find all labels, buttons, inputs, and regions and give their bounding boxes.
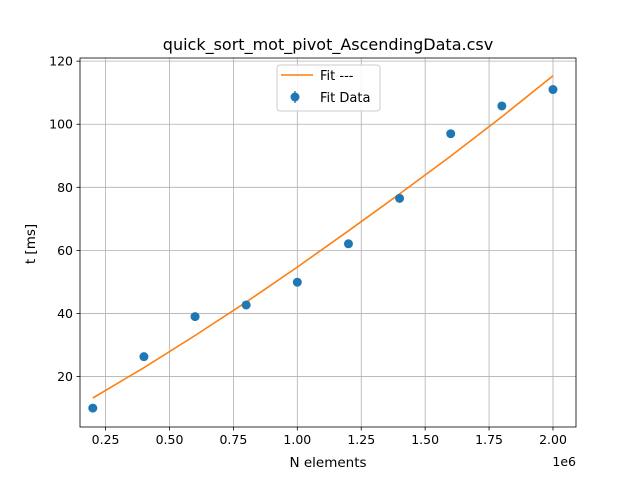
x-tick-label: 0.25 <box>92 432 120 447</box>
data-point <box>139 352 149 362</box>
x-tick-label: 1.75 <box>475 432 503 447</box>
x-tick-label: 0.75 <box>219 432 247 447</box>
fit-line <box>92 75 554 399</box>
plot-frame <box>79 57 577 428</box>
y-tick-label: 100 <box>49 117 73 132</box>
y-tick-label: 80 <box>57 180 73 195</box>
x-tick-label: 2.00 <box>539 432 567 447</box>
data-point <box>395 193 405 203</box>
x-tick-label: 1.50 <box>411 432 439 447</box>
data-point <box>548 85 558 95</box>
x-tick-label: 0.50 <box>156 432 184 447</box>
data-point <box>446 129 456 139</box>
x-tick-label: 1.25 <box>347 432 375 447</box>
data-point <box>292 277 302 287</box>
legend-label-fit-line: Fit --- <box>320 69 354 84</box>
data-point <box>88 403 98 413</box>
x-tick-label: 1.00 <box>283 432 311 447</box>
x-axis-label: N elements <box>289 455 366 471</box>
y-tick-label: 120 <box>49 54 73 69</box>
data-point <box>241 300 251 310</box>
y-tick-label: 20 <box>57 369 73 384</box>
x-axis-ticks: 0.25 0.50 0.75 1.00 1.25 1.50 1.75 2.00 <box>92 427 567 447</box>
legend-label-fit-data: Fit Data <box>320 91 370 106</box>
data-point <box>190 312 200 322</box>
fit-line-layer <box>92 75 554 399</box>
y-tick-label: 60 <box>57 243 73 258</box>
legend: Fit --- Fit Data <box>276 64 381 112</box>
y-tick-label: 40 <box>57 306 73 321</box>
legend-marker-swatch <box>290 92 300 102</box>
y-axis-label: t [ms] <box>23 224 39 264</box>
x-offset-label: 1e6 <box>552 454 576 469</box>
legend-box <box>276 64 381 112</box>
data-point <box>343 239 353 249</box>
y-axis-ticks: 20 40 60 80 100 120 <box>49 54 80 384</box>
chart-title: quick_sort_mot_pivot_AscendingData.csv <box>163 35 493 55</box>
data-points <box>88 85 558 413</box>
data-point <box>497 101 507 111</box>
grid <box>80 58 576 427</box>
